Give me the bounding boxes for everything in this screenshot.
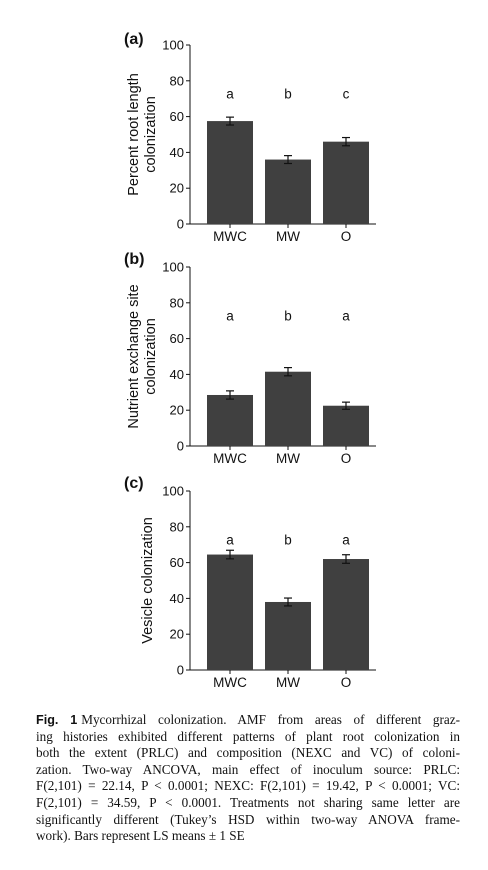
y-tick-label: 40 bbox=[170, 145, 184, 160]
significance-letter: a bbox=[226, 309, 234, 324]
bar-mwc bbox=[207, 554, 253, 670]
significance-letter: b bbox=[284, 309, 292, 324]
caption-text: ing histories exhibited different patter… bbox=[36, 728, 460, 744]
y-tick-label: 80 bbox=[170, 73, 184, 88]
caption-text: both the extent (PRLC) and composition (… bbox=[36, 745, 460, 761]
y-tick-label: 100 bbox=[162, 260, 184, 275]
x-tick-label: O bbox=[341, 451, 352, 466]
x-tick-label: MWC bbox=[213, 675, 247, 690]
x-tick-label: MWC bbox=[213, 229, 247, 244]
y-tick-label: 40 bbox=[170, 591, 184, 606]
y-tick-label: 60 bbox=[170, 109, 184, 124]
x-tick-label: O bbox=[341, 229, 352, 244]
caption-line: ing histories exhibited different patter… bbox=[36, 729, 460, 746]
bar-mwc bbox=[207, 394, 253, 446]
caption-line: F(2,101) = 34.59, P < 0.0001. Treatments… bbox=[36, 795, 460, 812]
y-axis-label: Vesicle colonization bbox=[140, 517, 156, 644]
caption-line: zation. Two-way ANCOVA, main effect of i… bbox=[36, 762, 460, 779]
panel-label: (c) bbox=[124, 475, 144, 492]
y-tick-label: 80 bbox=[170, 295, 184, 310]
bar-o bbox=[323, 559, 369, 670]
significance-letter: a bbox=[226, 87, 234, 102]
x-tick-label: MW bbox=[276, 229, 300, 244]
y-axis-label: Nutrient exchange site bbox=[126, 284, 142, 428]
bar-mwc bbox=[207, 121, 253, 224]
x-tick-label: MWC bbox=[213, 451, 247, 466]
y-tick-label: 0 bbox=[177, 217, 184, 232]
bar-mw bbox=[265, 371, 311, 446]
y-axis-label: colonization bbox=[143, 96, 159, 173]
y-tick-label: 20 bbox=[170, 627, 184, 642]
y-tick-label: 20 bbox=[170, 181, 184, 196]
significance-letter: a bbox=[226, 533, 234, 548]
caption-line: work). Bars represent LS means ± 1 SE bbox=[36, 828, 460, 845]
caption-text: work). Bars represent LS means ± 1 SE bbox=[36, 828, 245, 844]
y-axis-label: Percent root length bbox=[126, 73, 142, 196]
caption-line: F(2,101) = 22.14, P < 0.0001; NEXC: F(2,… bbox=[36, 778, 460, 795]
panel-a: (a) 0 20 40 60 80 100 Percent root length coloni… bbox=[124, 31, 376, 244]
y-tick-label: 60 bbox=[170, 331, 184, 346]
y-tick-label: 40 bbox=[170, 367, 184, 382]
caption-text: significantly different (Tukey’s HSD wit… bbox=[36, 811, 460, 827]
caption-text: zation. Two-way ANCOVA, main effect of i… bbox=[36, 761, 460, 777]
panel-b: (b) 0 20 40 60 80 100 Nutrient exchange site col… bbox=[124, 251, 376, 466]
y-tick-label: 60 bbox=[170, 555, 184, 570]
y-tick-label: 80 bbox=[170, 519, 184, 534]
caption-line: Fig. 1 Mycorrhizal colonization. AMF from… bbox=[36, 712, 460, 729]
x-tick-label: MW bbox=[276, 675, 300, 690]
bar-o bbox=[323, 405, 369, 446]
figure-caption: Fig. 1 Mycorrhizal colonization. AMF from… bbox=[36, 712, 460, 845]
significance-letter: b bbox=[284, 533, 292, 548]
y-tick-label: 0 bbox=[177, 439, 184, 454]
panel-c: (c) 0 20 40 60 80 100 Vesicle colonization MWC a M… bbox=[124, 475, 376, 690]
caption-text: F(2,101) = 22.14, P < 0.0001; NEXC: F(2,… bbox=[36, 778, 460, 794]
significance-letter: a bbox=[342, 309, 350, 324]
x-tick-label: O bbox=[341, 675, 352, 690]
bar-o bbox=[323, 141, 369, 224]
significance-letter: b bbox=[284, 87, 292, 102]
x-tick-label: MW bbox=[276, 451, 300, 466]
y-tick-label: 100 bbox=[162, 484, 184, 499]
y-axis-label: colonization bbox=[143, 318, 159, 395]
bar-mw bbox=[265, 601, 311, 670]
caption-line: significantly different (Tukey’s HSD wit… bbox=[36, 812, 460, 829]
y-tick-label: 20 bbox=[170, 403, 184, 418]
panel-label: (b) bbox=[124, 251, 144, 268]
caption-line: both the extent (PRLC) and composition (… bbox=[36, 745, 460, 762]
y-tick-label: 0 bbox=[177, 663, 184, 678]
panel-label: (a) bbox=[124, 31, 144, 48]
significance-letter: c bbox=[343, 87, 350, 102]
caption-text: F(2,101) = 34.59, P < 0.0001. Treatments… bbox=[36, 794, 460, 810]
y-tick-label: 100 bbox=[162, 38, 184, 53]
significance-letter: a bbox=[342, 533, 350, 548]
caption-text: Mycorrhizal colonization. AMF from areas… bbox=[81, 712, 460, 727]
bar-mw bbox=[265, 159, 311, 224]
caption-label: Fig. 1 bbox=[36, 713, 78, 727]
